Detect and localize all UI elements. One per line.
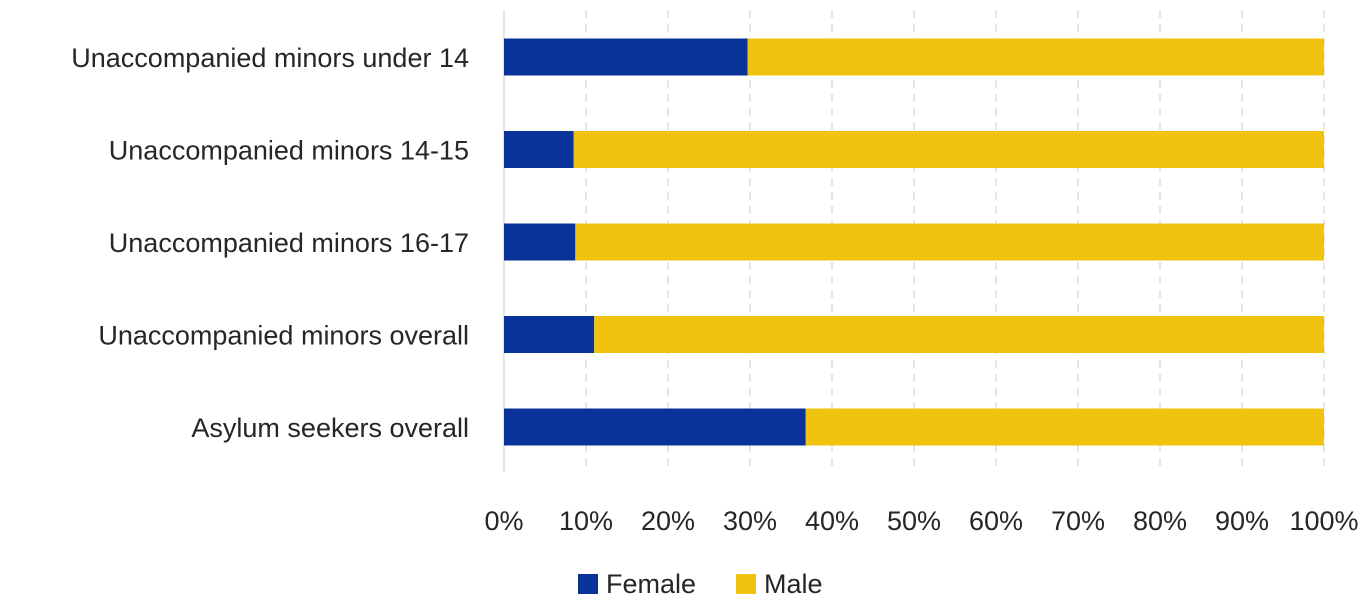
x-tick-label: 70%	[1051, 506, 1105, 536]
x-tick-label: 60%	[969, 506, 1023, 536]
x-tick-label: 20%	[641, 506, 695, 536]
x-tick-label: 10%	[559, 506, 613, 536]
bar-female-1	[504, 38, 748, 76]
x-tick-label: 80%	[1133, 506, 1187, 536]
category-label: Unaccompanied minors under 14	[71, 43, 469, 73]
category-label: Unaccompanied minors 16-17	[109, 228, 469, 258]
x-tick-label: 100%	[1289, 506, 1358, 536]
category-label: Unaccompanied minors 14-15	[109, 136, 469, 166]
legend: Female Male	[578, 569, 823, 597]
bar-female-2	[504, 131, 574, 168]
bar-female-3	[504, 223, 576, 261]
bar-male-1	[747, 38, 1324, 76]
legend-label-male: Male	[764, 569, 823, 597]
category-label: Asylum seekers overall	[191, 413, 469, 443]
category-label: Unaccompanied minors overall	[98, 321, 469, 351]
bars	[504, 38, 1324, 446]
x-axis-tick-labels: 0% 10% 20% 30% 40% 50% 60% 70% 80% 90% 100%	[484, 506, 1358, 536]
bar-male-4	[594, 316, 1324, 353]
bar-male-3	[575, 223, 1324, 261]
bar-female-4	[504, 316, 595, 353]
legend-label-female: Female	[606, 569, 696, 597]
bar-male-5	[805, 408, 1324, 446]
bar-male-2	[573, 131, 1324, 168]
x-tick-label: 0%	[484, 506, 523, 536]
category-labels: Unaccompanied minors under 14 Unaccompani…	[71, 43, 469, 443]
x-tick-label: 30%	[723, 506, 777, 536]
legend-swatch-male	[736, 574, 756, 594]
bar-female-5	[504, 408, 806, 446]
x-tick-label: 40%	[805, 506, 859, 536]
legend-swatch-female	[578, 574, 598, 594]
x-tick-label: 90%	[1215, 506, 1269, 536]
x-tick-label: 50%	[887, 506, 941, 536]
